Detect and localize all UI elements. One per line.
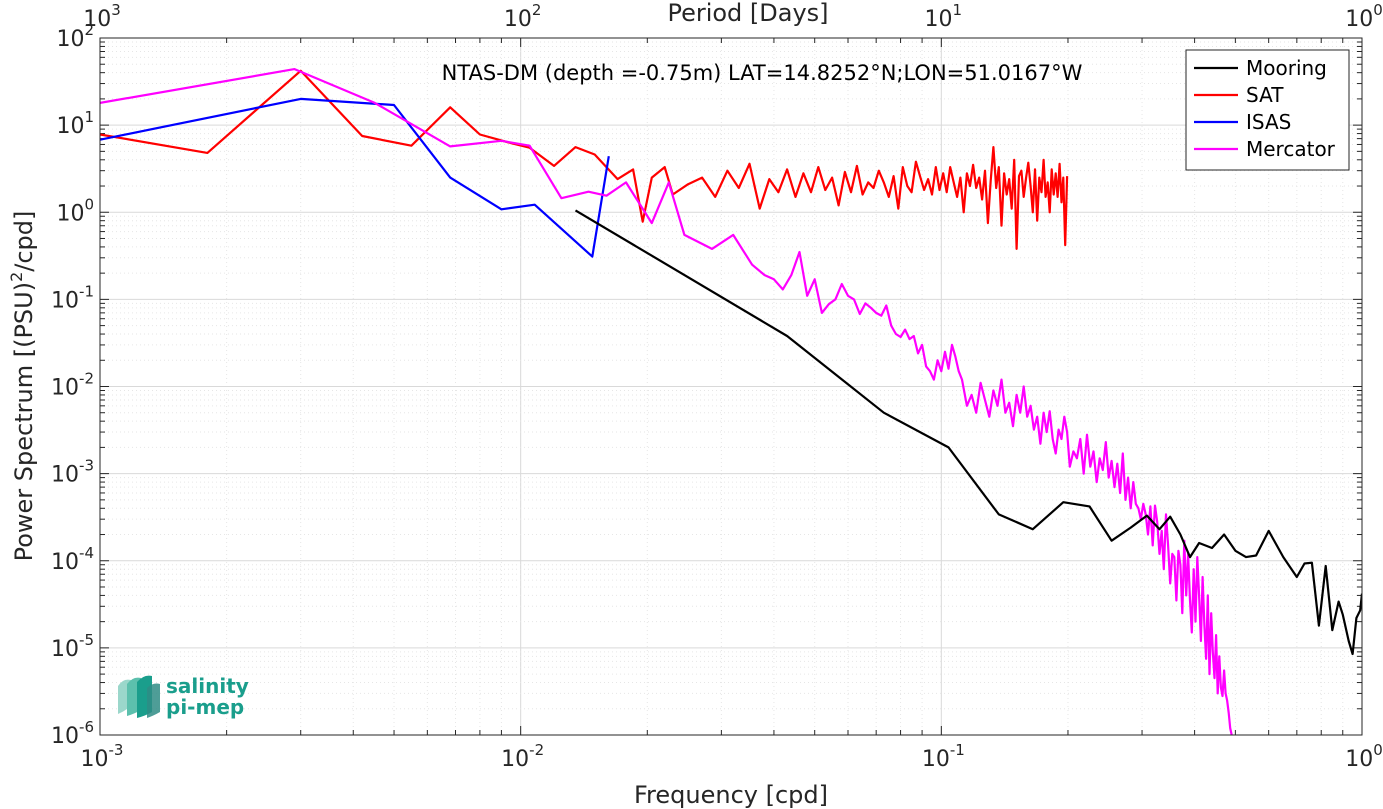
grid	[100, 38, 1362, 735]
x-tick-label: 10-2	[501, 741, 544, 772]
series-line-sat	[100, 69, 1069, 250]
y-axis-title-main: Power Spectrum [(PSU)	[10, 282, 38, 561]
y-tick-label: 102	[56, 21, 94, 52]
y-tick-label: 10-1	[51, 282, 94, 313]
series-layer	[100, 68, 1362, 735]
y-tick-label: 10-2	[51, 370, 94, 401]
legend-label-isas: ISAS	[1246, 110, 1291, 134]
y-tick-label: 10-5	[51, 631, 94, 662]
logo-text-salinity: salinity	[166, 674, 249, 698]
x-tick-label: 100	[1345, 741, 1383, 772]
chart-title: NTAS-DM (depth =-0.75m) LAT=14.8252°N;LO…	[442, 61, 1083, 85]
series-line-mercator	[100, 68, 1233, 735]
y-axis-title-exponent: 2	[7, 272, 26, 282]
x-axis-title: Frequency [cpd]	[634, 781, 828, 809]
top-tick-label: 101	[925, 1, 963, 32]
series-line-isas	[100, 97, 610, 258]
top-axis-title: Period [Days]	[667, 0, 828, 27]
top-tick-label: 100	[1345, 1, 1383, 32]
legend-label-mooring: Mooring	[1246, 56, 1327, 80]
x-tick-label: 10-3	[81, 741, 124, 772]
series-line-mooring	[574, 209, 1362, 656]
top-tick-label: 102	[504, 1, 542, 32]
y-axis-title-unit: /cpd]	[10, 211, 38, 272]
y-tick-label: 101	[56, 108, 94, 139]
legend: Mooring SAT ISAS Mercator	[1185, 49, 1350, 171]
x-tick-label: 10-1	[922, 741, 965, 772]
legend-label-sat: SAT	[1246, 83, 1284, 107]
ticks	[99, 38, 1362, 736]
legend-label-mercator: Mercator	[1246, 137, 1336, 161]
top-tick-label: 103	[83, 1, 121, 32]
y-tick-label: 10-6	[51, 718, 94, 749]
y-tick-label: 10-3	[51, 457, 94, 488]
y-axis-title: Power Spectrum [(PSU)2/cpd]	[7, 211, 38, 562]
salinity-pi-mep-logo: salinity pi-mep	[118, 674, 249, 719]
y-tick-label: 100	[56, 195, 94, 226]
logo-text-pi-mep: pi-mep	[166, 695, 244, 719]
plot-frame	[99, 37, 1363, 736]
y-tick-label: 10-4	[51, 544, 94, 575]
logo-mark-icon	[118, 675, 160, 718]
